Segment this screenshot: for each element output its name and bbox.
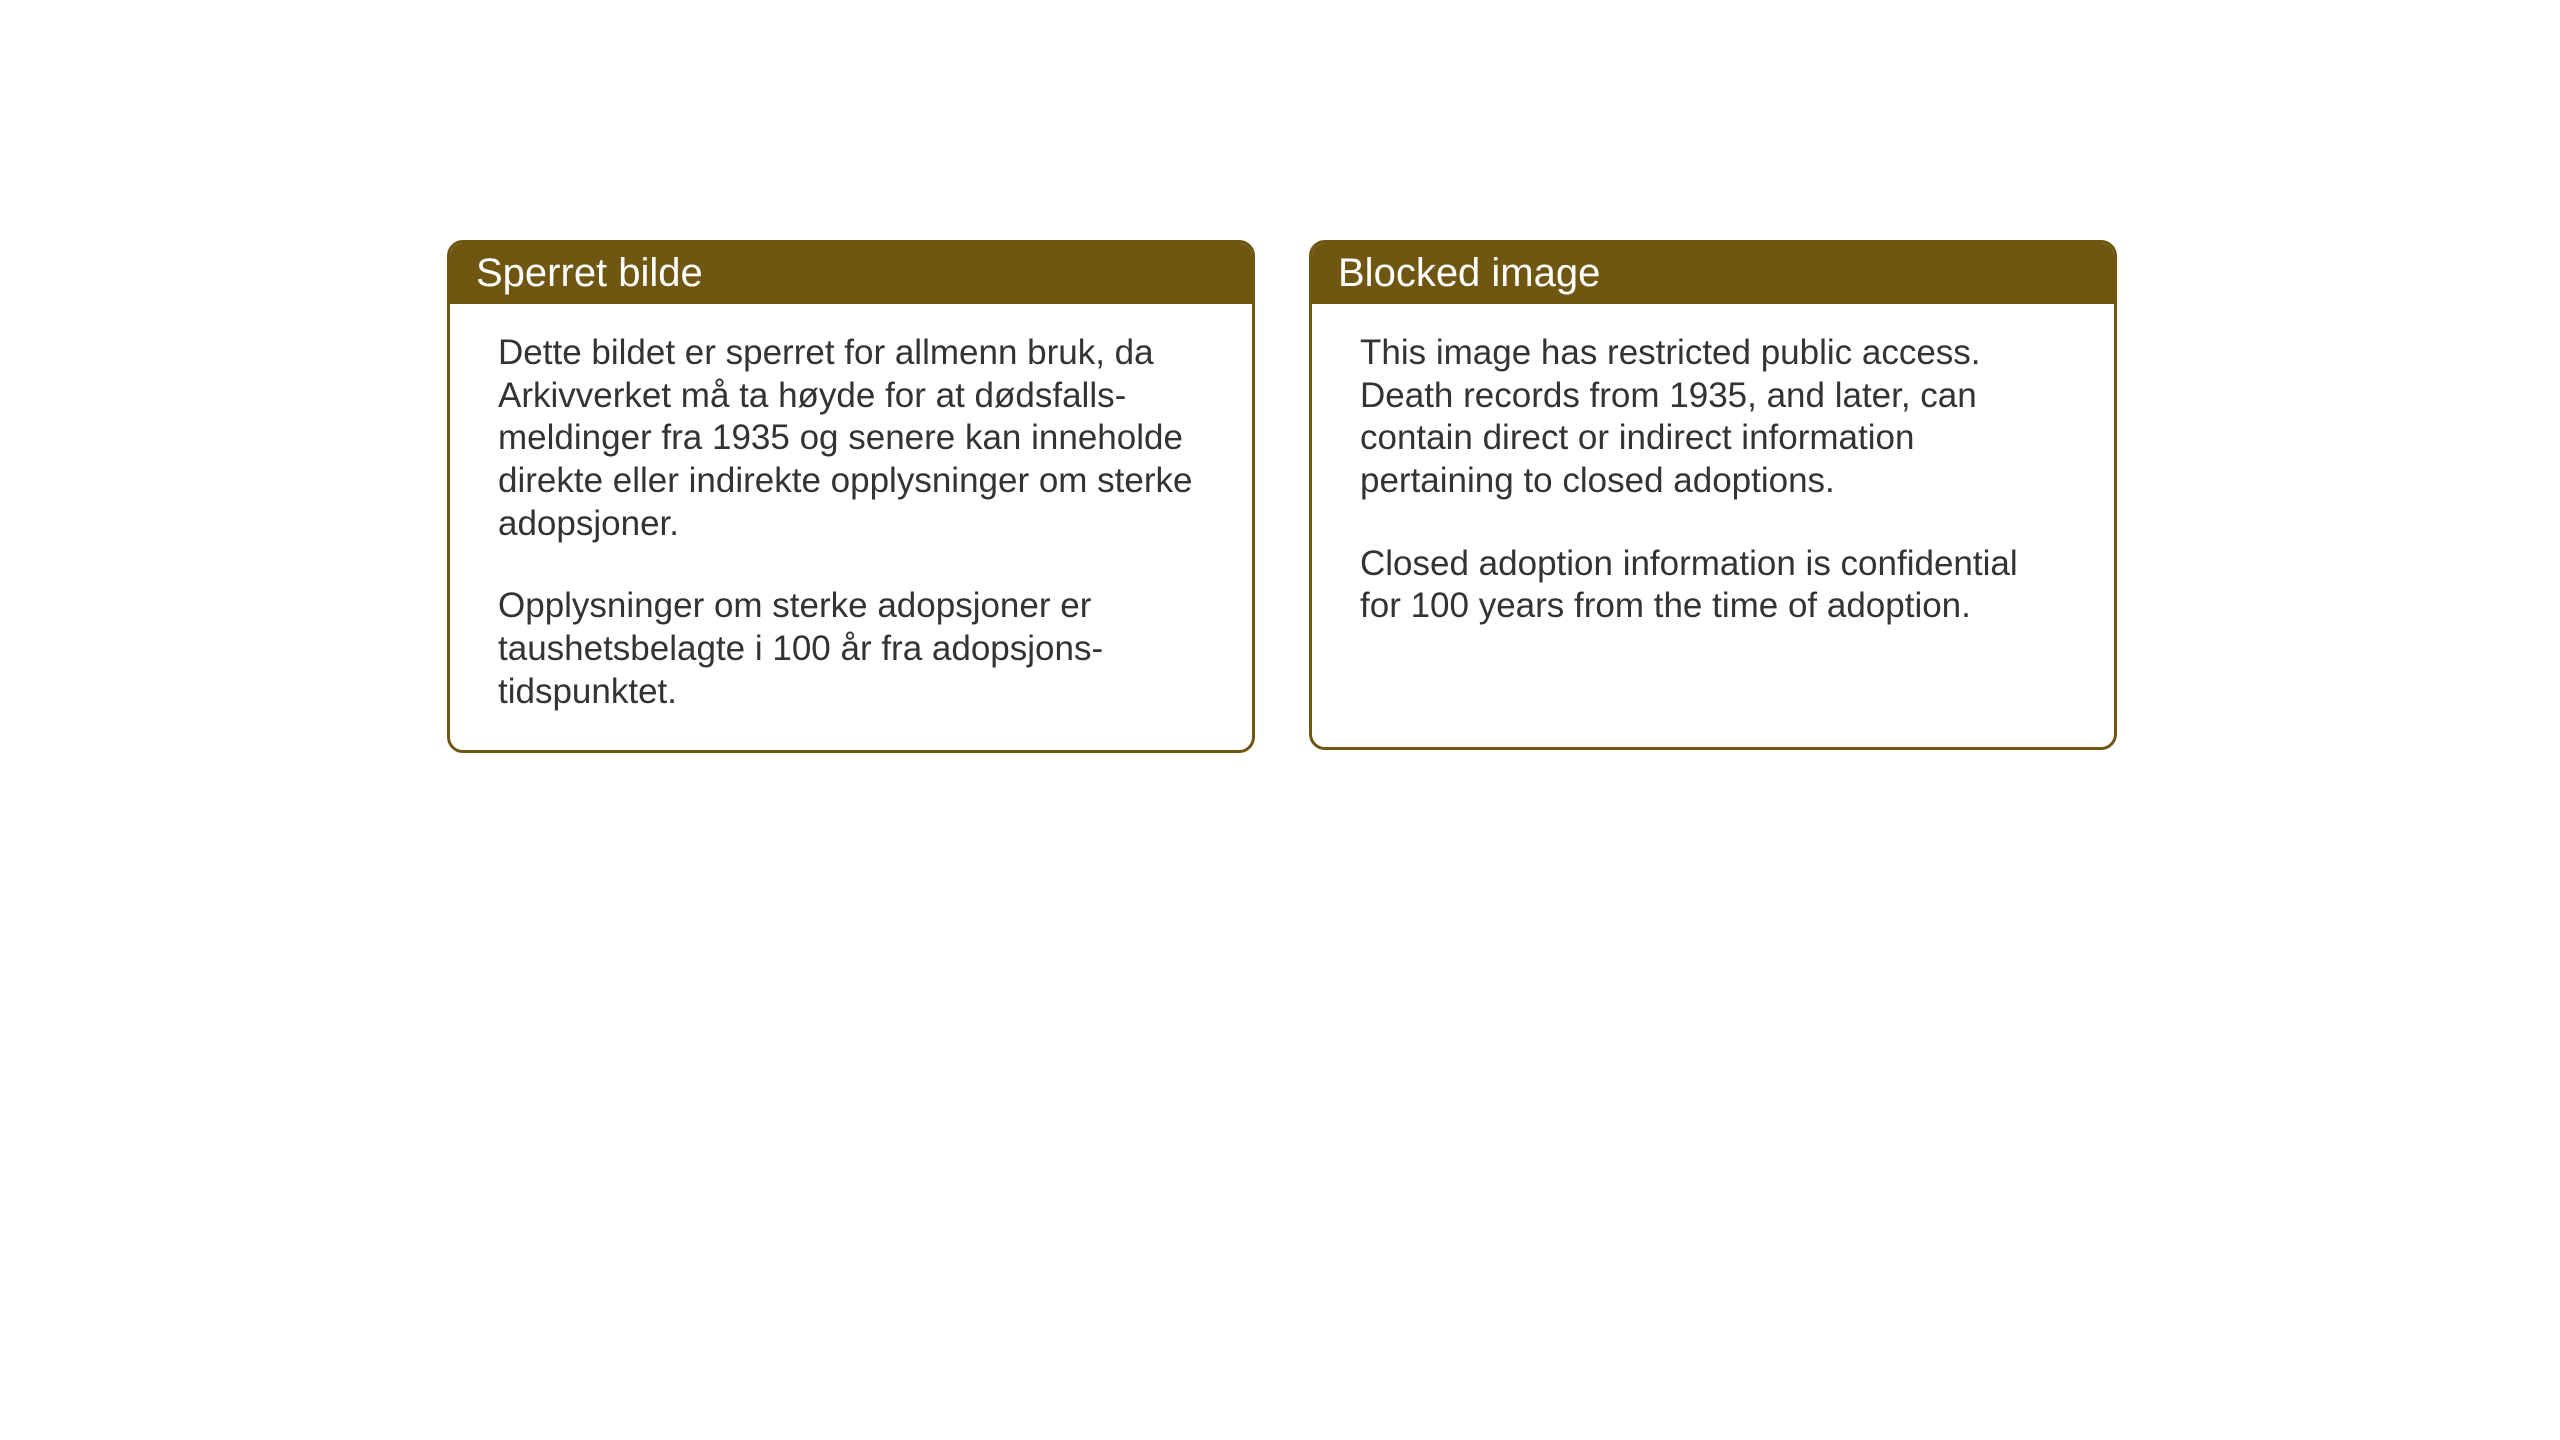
card-header-english: Blocked image	[1312, 243, 2114, 304]
card-paragraph-2-english: Closed adoption information is confident…	[1360, 543, 2066, 628]
card-body-english: This image has restricted public access.…	[1312, 304, 2114, 664]
card-title-norwegian: Sperret bilde	[476, 251, 703, 295]
card-title-english: Blocked image	[1338, 251, 1600, 295]
card-body-norwegian: Dette bildet er sperret for allmenn bruk…	[450, 304, 1252, 750]
card-header-norwegian: Sperret bilde	[450, 243, 1252, 304]
cards-container: Sperret bilde Dette bildet er sperret fo…	[447, 240, 2117, 753]
card-paragraph-1-english: This image has restricted public access.…	[1360, 332, 2066, 503]
card-english: Blocked image This image has restricted …	[1309, 240, 2117, 750]
card-norwegian: Sperret bilde Dette bildet er sperret fo…	[447, 240, 1255, 753]
card-paragraph-1-norwegian: Dette bildet er sperret for allmenn bruk…	[498, 332, 1204, 545]
card-paragraph-2-norwegian: Opplysninger om sterke adopsjoner er tau…	[498, 585, 1204, 713]
